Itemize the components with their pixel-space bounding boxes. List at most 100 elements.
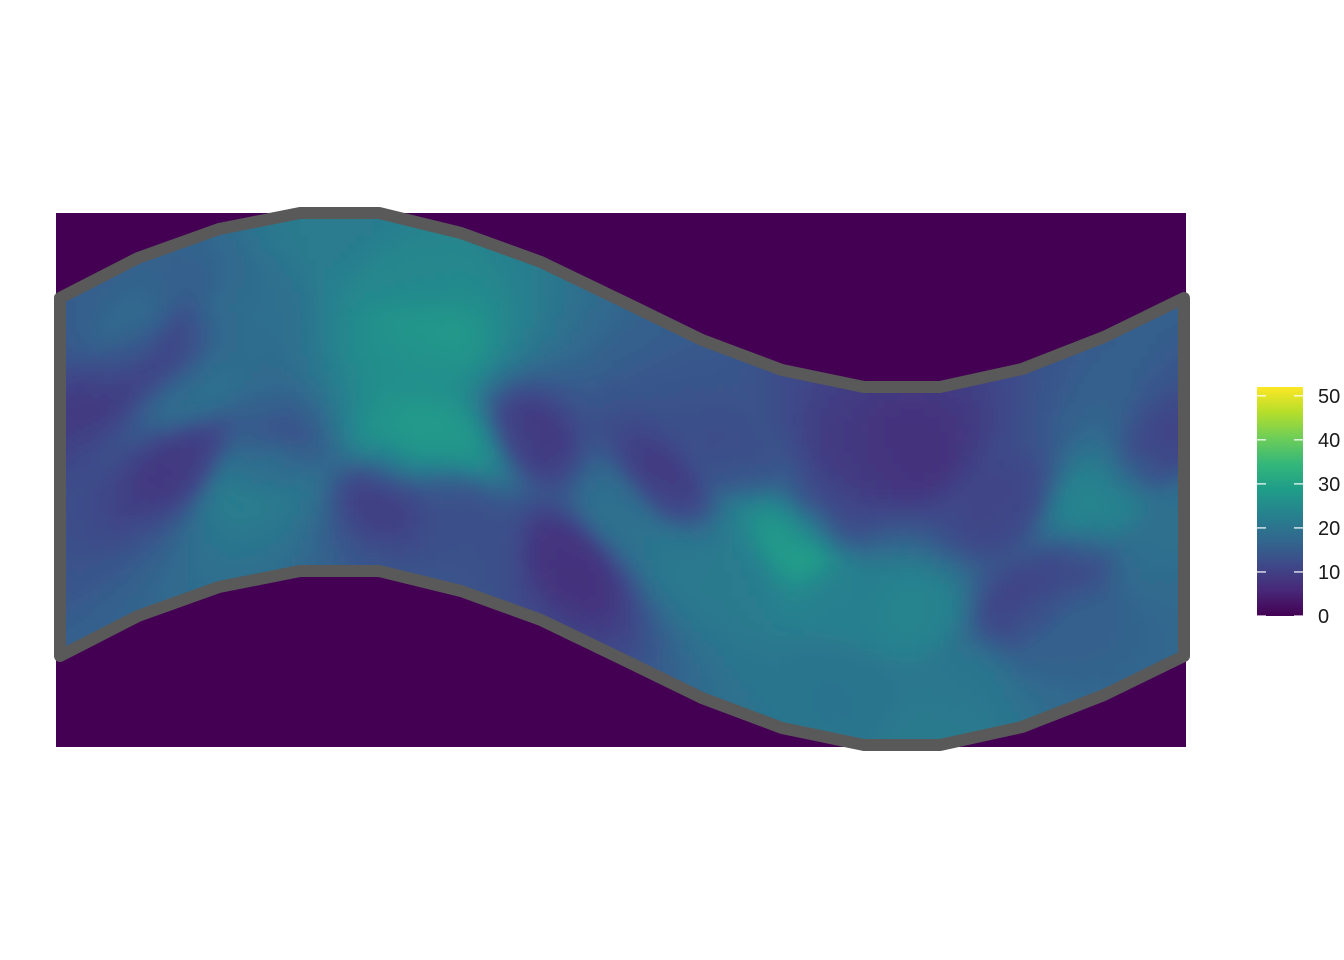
heat-cell: [332, 347, 341, 356]
heat-cell: [244, 325, 253, 335]
heat-cell: [740, 569, 749, 579]
heat-cell: [620, 355, 629, 365]
heat-cell: [372, 475, 381, 484]
heat-cell: [492, 315, 501, 325]
heat-cell: [148, 298, 157, 308]
heat-cell: [492, 507, 501, 517]
heat-cell: [836, 476, 845, 486]
heat-cell: [220, 434, 229, 444]
heat-cell: [436, 481, 445, 491]
heat-cell: [140, 565, 149, 575]
heat-cell: [452, 565, 461, 575]
heat-cell: [348, 227, 357, 236]
heat-cell: [716, 504, 725, 514]
heat-cell: [628, 567, 637, 577]
heat-cell: [156, 320, 165, 330]
heat-cell: [380, 292, 389, 302]
heat-cell: [428, 391, 437, 401]
heat-cell: [708, 365, 717, 375]
heat-cell: [812, 695, 821, 705]
heat-cell: [412, 268, 421, 278]
heat-cell: [620, 571, 629, 581]
heat-cell: [156, 528, 165, 538]
heat-cell: [420, 373, 429, 383]
heat-cell: [660, 647, 669, 657]
heat-cell: [372, 323, 381, 332]
heat-cell: [444, 459, 453, 469]
heat-cell: [228, 248, 237, 258]
heat-cell: [836, 748, 845, 757]
heat-cell: [236, 310, 245, 320]
heat-cell: [804, 709, 813, 719]
heat-cell: [420, 533, 429, 543]
heat-cell: [84, 409, 93, 419]
heat-cell: [460, 272, 469, 282]
heat-cell: [812, 583, 821, 593]
heat-cell: [876, 585, 885, 594]
heat-cell: [644, 591, 653, 601]
heat-cell: [644, 399, 653, 409]
heat-cell: [348, 235, 357, 244]
heat-cell: [92, 485, 101, 495]
heat-cell: [796, 459, 805, 469]
heat-cell: [268, 400, 277, 410]
heat-cell: [508, 505, 517, 515]
heat-cell: [508, 433, 517, 443]
heat-cell: [260, 250, 269, 260]
heat-cell: [796, 475, 805, 485]
heat-cell: [660, 335, 669, 345]
heat-cell: [316, 291, 325, 300]
heat-cell: [780, 520, 789, 530]
heat-cell: [852, 431, 861, 441]
heat-cell: [860, 473, 869, 482]
heat-cell: [212, 452, 221, 462]
heat-cell: [500, 470, 509, 480]
heat-cell: [68, 305, 77, 315]
heat-cell: [796, 491, 805, 501]
heat-cell: [532, 314, 541, 324]
heat-cell: [844, 581, 853, 591]
heat-cell: [348, 243, 357, 252]
heat-cell: [116, 553, 125, 563]
heat-cell: [348, 555, 357, 564]
heat-cell: [740, 657, 749, 667]
heat-cell: [820, 696, 829, 706]
heat-cell: [76, 453, 85, 463]
heat-cell: [620, 379, 629, 389]
heat-cell: [444, 555, 453, 565]
heat-cell: [748, 444, 757, 454]
heat-cell: [164, 421, 173, 431]
heat-cell: [812, 567, 821, 577]
heat-cell: [756, 535, 765, 545]
heat-cell: [164, 557, 173, 567]
heat-cell: [116, 473, 125, 483]
heat-cell: [300, 547, 309, 556]
heat-cell: [308, 347, 317, 356]
heat-cell: [260, 458, 269, 468]
heat-cell: [532, 378, 541, 388]
heat-cell: [348, 331, 357, 340]
heat-cell: [740, 409, 749, 419]
heat-cell: [452, 517, 461, 527]
heat-cell: [68, 369, 77, 379]
heat-cell: [68, 601, 77, 611]
heat-cell: [612, 592, 621, 602]
heat-cell: [500, 518, 509, 528]
heat-cell: [396, 464, 405, 474]
heat-cell: [116, 433, 125, 443]
heat-cell: [652, 595, 661, 605]
heat-cell: [716, 360, 725, 370]
heat-cell: [244, 477, 253, 487]
heat-cell: [836, 444, 845, 454]
heat-cell: [724, 659, 733, 669]
heat-cell: [572, 556, 581, 566]
heat-cell: [220, 234, 229, 244]
heat-cell: [124, 421, 133, 431]
heat-cell: [284, 269, 293, 279]
heat-cell: [244, 229, 253, 239]
heat-cell: [756, 463, 765, 473]
heat-cell: [684, 419, 693, 429]
heat-cell: [252, 251, 261, 261]
heat-cell: [436, 473, 445, 483]
heat-cell: [404, 242, 413, 252]
